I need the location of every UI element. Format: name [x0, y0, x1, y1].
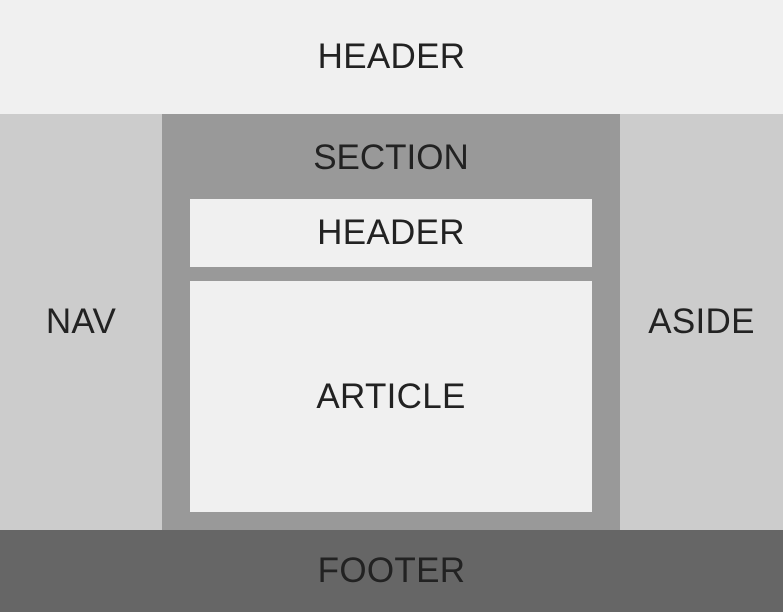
article-block: ARTICLE: [190, 281, 592, 512]
article-label: ARTICLE: [316, 376, 466, 416]
section-header-label: HEADER: [317, 213, 465, 252]
footer-block: FOOTER: [0, 530, 783, 612]
aside-label: ASIDE: [648, 302, 755, 341]
section-header-block: HEADER: [190, 199, 592, 267]
section-label: SECTION: [162, 124, 620, 192]
page-header-block: HEADER: [0, 0, 783, 114]
aside-block: ASIDE: [620, 114, 783, 530]
page-header-label: HEADER: [317, 37, 466, 76]
nav-block: NAV: [0, 114, 162, 530]
section-label-text: SECTION: [313, 138, 469, 177]
footer-label: FOOTER: [317, 551, 466, 590]
nav-label: NAV: [45, 302, 117, 341]
